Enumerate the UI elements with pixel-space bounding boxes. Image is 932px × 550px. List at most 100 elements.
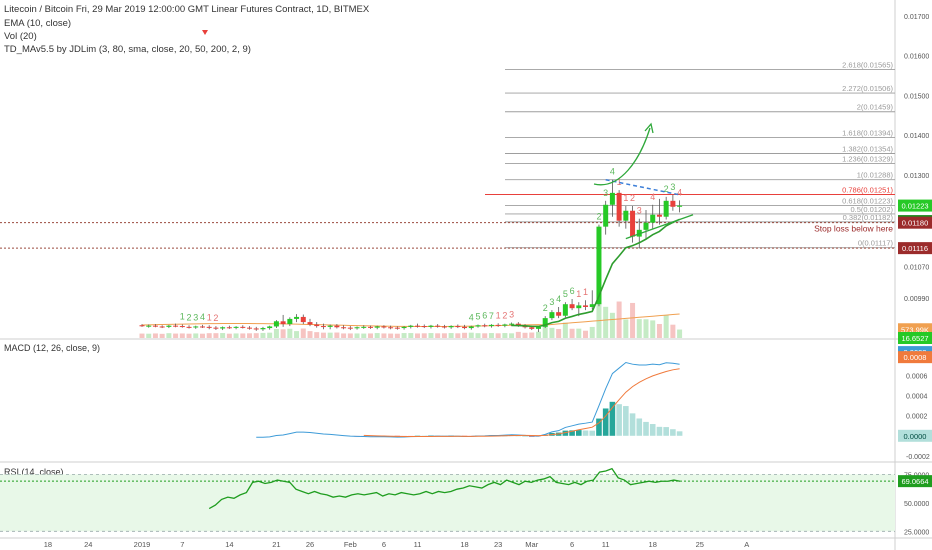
fib-level-label: 0.786(0.01251) bbox=[842, 185, 893, 194]
x-tick-label: 26 bbox=[306, 540, 314, 549]
x-tick-label: 18 bbox=[649, 540, 657, 549]
price-badge-bg bbox=[898, 242, 932, 255]
macd-badge-bg bbox=[898, 351, 932, 364]
fib-level-label: 1.618(0.01394) bbox=[842, 129, 893, 138]
td-count-up: 4 bbox=[556, 294, 561, 304]
macd-title: MACD (12, 26, close, 9) bbox=[4, 343, 100, 353]
td-count-down: 1 bbox=[583, 287, 588, 297]
macd-tick-label: 0.0006 bbox=[906, 373, 928, 380]
volume-bar bbox=[663, 315, 669, 338]
candle-body bbox=[677, 205, 683, 207]
candle-body bbox=[401, 326, 407, 329]
td-count-down: 1 bbox=[207, 312, 212, 322]
fib-level-label: 2(0.01459) bbox=[857, 103, 894, 112]
td-count-up: 3 bbox=[193, 313, 198, 323]
volume-bar bbox=[495, 333, 501, 338]
volume-bar bbox=[556, 329, 562, 338]
candle-body bbox=[193, 326, 199, 328]
rsi-badge-bg bbox=[898, 475, 932, 488]
candle-body bbox=[435, 325, 441, 327]
macd-signal-line bbox=[363, 368, 680, 438]
volume-bar bbox=[488, 333, 494, 338]
price-badge-label: 0.01180 bbox=[902, 219, 929, 228]
candle-body bbox=[623, 210, 629, 221]
macd-tick-label: -0.0002 bbox=[906, 454, 930, 461]
macd-histogram-bar bbox=[562, 430, 569, 436]
macd-histogram-bar bbox=[676, 431, 683, 436]
volume-bar bbox=[226, 333, 232, 338]
candle-body bbox=[569, 304, 575, 309]
candle-body bbox=[576, 305, 582, 309]
candle-body bbox=[448, 326, 454, 328]
volume-bar bbox=[670, 324, 676, 338]
rsi-tick-label: 50.0000 bbox=[904, 501, 929, 508]
candle-body bbox=[502, 324, 508, 326]
stop-loss-label: Stop loss below here bbox=[814, 224, 893, 234]
candle-body bbox=[495, 324, 501, 326]
price-tick-label: 0.00990 bbox=[904, 296, 929, 303]
x-tick-label: 6 bbox=[570, 540, 574, 549]
td-count-up: 7 bbox=[489, 311, 494, 321]
candle-body bbox=[166, 325, 172, 327]
candle-body bbox=[603, 204, 609, 227]
volume-bar bbox=[146, 333, 152, 338]
volume-bar bbox=[603, 306, 609, 338]
volume-bar bbox=[462, 332, 468, 338]
td-count-down: 3 bbox=[509, 309, 514, 319]
candle-body bbox=[320, 326, 326, 328]
candle-body bbox=[152, 325, 158, 327]
td-count-up: 6 bbox=[570, 286, 575, 296]
volume-bar bbox=[549, 327, 555, 338]
fib-level-label: 0.618(0.01223) bbox=[842, 197, 893, 206]
volume-bar bbox=[394, 333, 400, 338]
td-count-up: 2 bbox=[543, 303, 548, 313]
candle-body bbox=[556, 312, 562, 316]
volume-bar bbox=[367, 333, 373, 338]
td-count-down: 2 bbox=[502, 311, 507, 321]
volume-bar bbox=[609, 312, 615, 338]
td-count-down: 2 bbox=[213, 313, 218, 323]
candle-body bbox=[421, 326, 427, 328]
candle-body bbox=[509, 323, 515, 325]
volume-bar bbox=[186, 333, 192, 338]
volume-bar bbox=[199, 333, 205, 338]
candle-body bbox=[213, 327, 219, 329]
x-tick-label: A bbox=[744, 540, 749, 549]
volume-bar bbox=[193, 333, 199, 338]
volume-bar bbox=[166, 333, 172, 338]
volume-bar bbox=[408, 333, 414, 338]
macd-histogram-bar bbox=[670, 429, 676, 436]
volume-bar bbox=[656, 323, 662, 338]
volume-bar bbox=[253, 333, 259, 338]
candle-body bbox=[522, 326, 528, 328]
x-tick-label: 18 bbox=[44, 540, 52, 549]
volume-bar bbox=[139, 333, 145, 338]
candle-body bbox=[273, 321, 279, 327]
candle-body bbox=[670, 200, 676, 207]
macd-histogram-bar bbox=[663, 427, 669, 436]
volume-bar bbox=[213, 333, 219, 338]
volume-bar bbox=[273, 329, 279, 338]
volume-bar bbox=[616, 301, 622, 338]
study-td: TD_MAv5.5 by JDLim (3, 80, sma, close, 2… bbox=[4, 44, 251, 55]
candle-body bbox=[650, 214, 656, 223]
volume-bar bbox=[347, 333, 353, 338]
candle-body bbox=[381, 326, 387, 328]
candle-body bbox=[354, 327, 360, 329]
candle-body bbox=[589, 304, 595, 307]
candle-body bbox=[475, 325, 481, 327]
volume-bar bbox=[300, 328, 306, 338]
td-count-down: 4 bbox=[650, 192, 655, 202]
volume-bar bbox=[428, 333, 434, 338]
candle-body bbox=[206, 326, 212, 328]
td-count-up: 5 bbox=[475, 311, 480, 321]
candle-body bbox=[240, 326, 246, 328]
rsi-title: RSI (14, close) bbox=[4, 467, 64, 477]
fib-level-label: 2.618(0.01565) bbox=[842, 61, 893, 70]
volume-bar bbox=[206, 333, 212, 338]
candle-body bbox=[267, 326, 273, 329]
candle-body bbox=[307, 322, 313, 325]
candle-body bbox=[361, 326, 367, 328]
x-tick-label: 11 bbox=[414, 540, 422, 549]
